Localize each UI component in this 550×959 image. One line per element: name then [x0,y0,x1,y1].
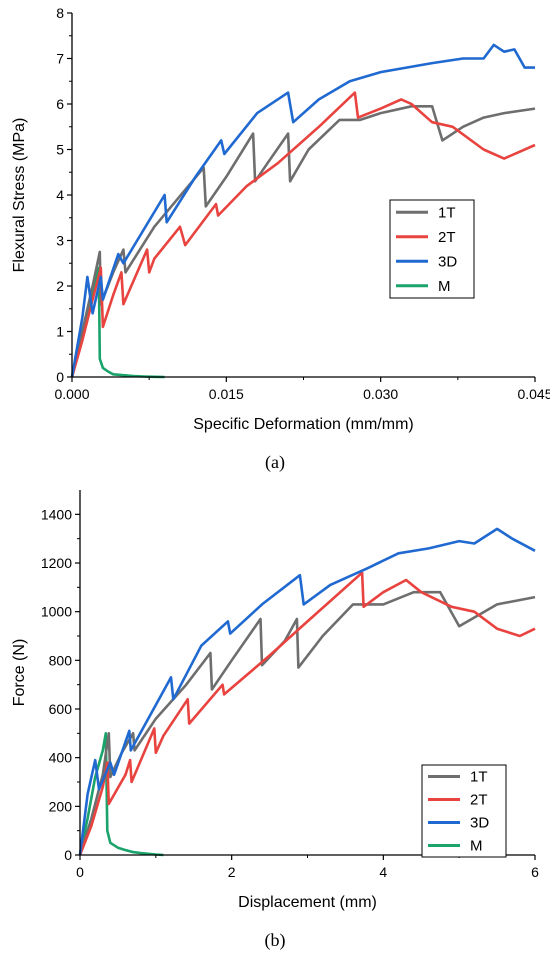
y-tick-label: 1200 [41,555,72,571]
legend-label-3D: 3D [438,253,457,270]
y-tick-label: 1400 [41,506,72,522]
y-tick-label: 8 [56,5,64,21]
x-tick-label: 0.045 [517,386,550,402]
legend-label-3D: 3D [470,815,489,832]
caption-a: (a) [265,452,285,472]
legend-box [389,199,475,299]
x-tick-label: 0 [76,864,84,880]
x-tick-label: 0.030 [363,386,398,402]
legend-label-2T: 2T [438,229,456,246]
y-tick-label: 7 [56,51,64,67]
series-line-2T [70,91,536,378]
y-tick-label: 0 [64,847,72,863]
y-tick-label: 3 [56,233,64,249]
y-tick-label: 800 [49,652,73,668]
x-tick-label: 0.000 [54,386,89,402]
series-line-1T [78,590,536,856]
y-axis-title: Flexural Stress (MPa) [11,118,28,273]
x-tick-label: 6 [531,864,539,880]
chart-b: 0 200 400 600 800 1000 1200 1400 0 2 4 6 Displacemen… [11,490,539,911]
legend-label-M: M [470,838,483,855]
y-axis-title: Force (N) [11,639,28,707]
y-tick-label: 0 [56,369,64,385]
caption-b: (b) [264,930,286,950]
y-tick-label: 6 [56,96,64,112]
legend-box [421,764,507,858]
y-tick-label: 200 [49,798,73,814]
legend-label-1T: 1T [438,204,456,221]
series-line-3D [70,43,535,378]
chart-a: 0 1 2 3 4 5 6 7 8 0.000 0.015 0.030 0.045 Specific De… [11,5,550,433]
y-tick-label: 1 [56,324,64,340]
x-axis-title: Specific Deformation (mm/mm) [193,416,413,433]
x-tick-label: 4 [379,864,387,880]
y-tick-label: 2 [56,278,64,294]
series-line-2T [78,571,536,856]
legend-label-2T: 2T [470,792,488,809]
y-tick-label: 5 [56,142,64,158]
y-tick-label: 600 [49,701,73,717]
y-tick-label: 400 [49,750,73,766]
x-axis-title: Displacement (mm) [238,894,377,911]
y-tick-label: 1000 [41,604,72,620]
series-line-3D [78,527,536,856]
x-tick-label: 0.015 [209,386,244,402]
legend-label-M: M [438,278,451,295]
legend-label-1T: 1T [470,769,488,786]
x-tick-label: 2 [228,864,236,880]
y-tick-label: 4 [56,187,64,203]
